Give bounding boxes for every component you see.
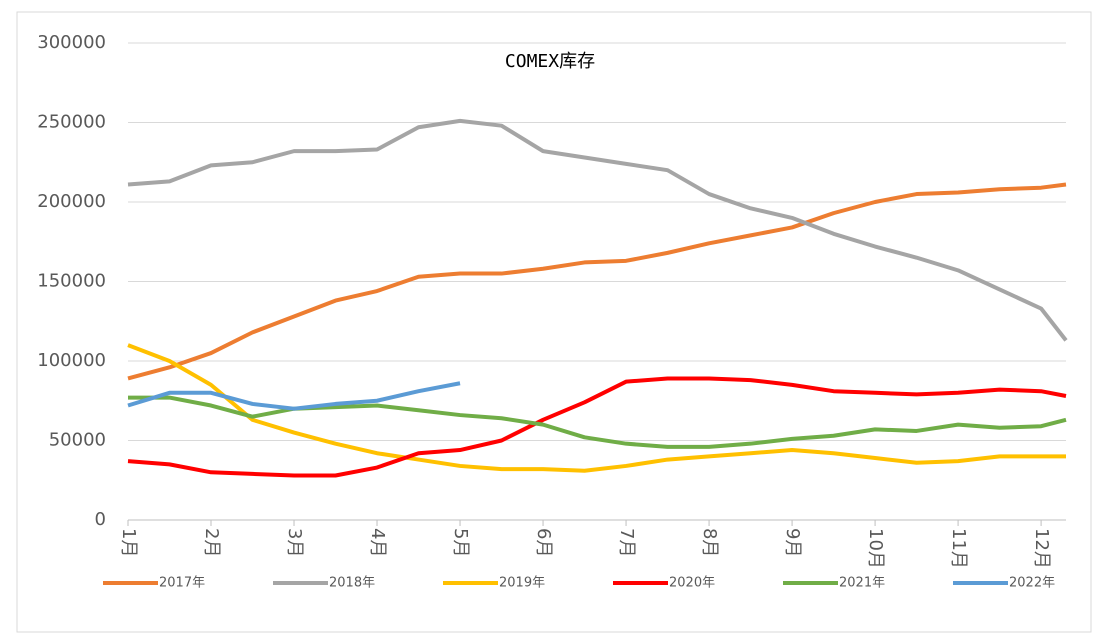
chart-title: COMEX库存 bbox=[505, 51, 595, 72]
x-tick-label: 8月 bbox=[699, 528, 720, 557]
y-tick-label: 0 bbox=[95, 509, 106, 530]
series-line bbox=[127, 381, 461, 411]
series-line bbox=[128, 395, 1067, 449]
x-tick-label: 3月 bbox=[284, 528, 305, 557]
x-tick-label: 4月 bbox=[367, 528, 388, 557]
x-tick-label: 11月 bbox=[948, 528, 969, 569]
x-tick-label: 2月 bbox=[201, 528, 222, 557]
chart-frame bbox=[16, 11, 1092, 633]
y-tick-label: 200000 bbox=[37, 191, 106, 212]
y-tick-label: 100000 bbox=[37, 350, 106, 371]
y-tick-label: 50000 bbox=[49, 430, 106, 451]
legend-label: 2018年 bbox=[329, 576, 375, 591]
series-line bbox=[127, 182, 1067, 381]
x-tick-label: 7月 bbox=[616, 528, 637, 557]
x-tick-label: 5月 bbox=[450, 528, 471, 557]
y-tick-label: 150000 bbox=[37, 271, 106, 292]
series-line bbox=[127, 118, 1068, 342]
series-line bbox=[127, 343, 1066, 473]
y-tick-label: 300000 bbox=[37, 32, 106, 53]
x-tick-label: 1月 bbox=[118, 528, 139, 557]
series-line bbox=[127, 376, 1067, 478]
x-tick-label: 9月 bbox=[782, 528, 803, 557]
legend-label: 2021年 bbox=[839, 576, 885, 591]
y-tick-label: 250000 bbox=[37, 112, 106, 133]
legend-label: 2022年 bbox=[1009, 576, 1055, 591]
legend-label: 2020年 bbox=[669, 576, 715, 591]
x-tick-label: 6月 bbox=[533, 528, 554, 557]
x-tick-label: 12月 bbox=[1031, 528, 1052, 569]
legend-label: 2019年 bbox=[499, 576, 545, 591]
legend-label: 2017年 bbox=[159, 576, 205, 591]
x-tick-label: 10月 bbox=[865, 528, 886, 569]
